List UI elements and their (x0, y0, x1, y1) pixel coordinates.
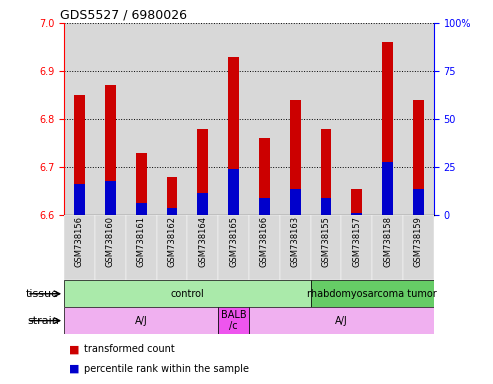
Bar (95, 23, 126, 215)
Bar (136, 203, 146, 215)
Bar (311, 215, 341, 280)
Bar (126, 23, 157, 215)
Bar (352, 213, 362, 215)
Bar (64, 307, 218, 334)
Bar (259, 138, 270, 215)
Bar (64, 23, 95, 215)
Text: GSM738162: GSM738162 (168, 216, 176, 267)
Text: percentile rank within the sample: percentile rank within the sample (84, 364, 249, 374)
Bar (249, 215, 280, 280)
Bar (341, 23, 372, 215)
Bar (126, 215, 157, 280)
Bar (218, 23, 249, 215)
Text: rhabdomyosarcoma tumor: rhabdomyosarcoma tumor (307, 289, 437, 299)
Text: GSM738159: GSM738159 (414, 216, 423, 267)
Text: transformed count: transformed count (84, 344, 175, 354)
Bar (290, 100, 301, 215)
Bar (197, 194, 208, 215)
Bar (218, 307, 249, 334)
Text: GSM738155: GSM738155 (321, 216, 330, 267)
Text: GSM738163: GSM738163 (291, 216, 300, 268)
Bar (249, 307, 434, 334)
Bar (280, 23, 311, 215)
Bar (167, 208, 177, 215)
Bar (74, 184, 85, 215)
Bar (341, 215, 372, 280)
Bar (218, 215, 249, 280)
Bar (413, 189, 424, 215)
Bar (228, 57, 239, 215)
Text: A/J: A/J (135, 316, 147, 326)
Bar (382, 42, 393, 215)
Bar (320, 198, 331, 215)
Bar (403, 23, 434, 215)
Text: GSM738164: GSM738164 (198, 216, 207, 267)
Text: GSM738158: GSM738158 (383, 216, 392, 267)
Bar (372, 23, 403, 215)
Text: GSM738166: GSM738166 (260, 216, 269, 268)
Text: BALB
/c: BALB /c (221, 310, 246, 331)
Bar (105, 182, 116, 215)
Bar (403, 215, 434, 280)
Text: control: control (171, 289, 204, 299)
Bar (64, 280, 311, 307)
Bar (228, 169, 239, 215)
Text: tissue: tissue (26, 289, 59, 299)
Bar (157, 23, 187, 215)
Bar (280, 215, 311, 280)
Text: GSM738161: GSM738161 (137, 216, 145, 267)
Bar (95, 215, 126, 280)
Bar (290, 189, 301, 215)
Bar (413, 100, 424, 215)
Bar (197, 129, 208, 215)
Bar (167, 177, 177, 215)
Bar (187, 23, 218, 215)
Bar (372, 215, 403, 280)
Text: ■: ■ (69, 344, 79, 354)
Text: strain: strain (27, 316, 59, 326)
Bar (382, 162, 393, 215)
Text: GSM738156: GSM738156 (75, 216, 84, 267)
Bar (64, 215, 95, 280)
Bar (320, 129, 331, 215)
Bar (136, 153, 146, 215)
Text: ■: ■ (69, 364, 79, 374)
Bar (157, 215, 187, 280)
Bar (105, 86, 116, 215)
Text: GSM738165: GSM738165 (229, 216, 238, 267)
Bar (311, 23, 341, 215)
Text: GDS5527 / 6980026: GDS5527 / 6980026 (61, 9, 187, 22)
Text: GSM738160: GSM738160 (106, 216, 115, 267)
Bar (187, 215, 218, 280)
Text: GSM738157: GSM738157 (352, 216, 361, 267)
Bar (311, 280, 434, 307)
Text: A/J: A/J (335, 316, 348, 326)
Bar (74, 95, 85, 215)
Bar (249, 23, 280, 215)
Bar (352, 189, 362, 215)
Bar (259, 198, 270, 215)
